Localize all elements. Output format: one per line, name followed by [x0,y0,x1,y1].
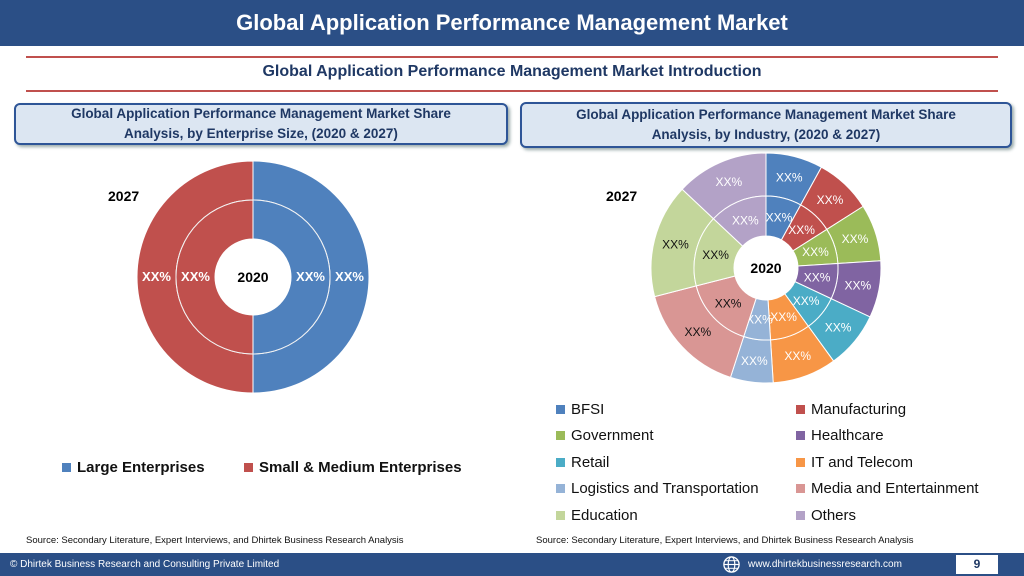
industry-legend-item-1: Manufacturing [796,401,906,418]
industry-outer-label-5: XX% [784,349,811,363]
industry-legend-swatch-9 [796,510,805,520]
industry-legend-item-5: IT and Telecom [796,454,913,471]
enterprise-size-heading-line2: Analysis, by Enterprise Size, (2020 & 20… [124,126,398,141]
divider-top [26,56,998,58]
industry-legend-item-3: Healthcare [796,427,884,444]
industry-legend-label-9: Others [811,506,857,524]
globe-icon [723,556,740,573]
industry-outer-label-0: XX% [776,170,803,184]
industry-outer-label-6: XX% [741,354,768,368]
industry-inner-slice-9 [712,195,767,247]
industry-outer-label-2: XX% [842,232,869,246]
enterprise-size-heading: Global Application Performance Managemen… [14,103,508,145]
industry-outer-label-7: XX% [684,325,711,339]
industry-legend-item-7: Media and Entertainment [796,480,979,497]
industry-outer-label-4: XX% [825,321,852,335]
industry-inner-label-5: XX% [770,310,797,324]
industry-legend-label-4: Retail [571,453,610,471]
industry-outer-label-1: XX% [817,193,844,207]
industry-legend-label-8: Education [571,506,638,524]
industry-inner-label-6: XX% [746,313,773,327]
industry-legend-item-0: BFSI [556,401,604,418]
right-outer-year: 2027 [606,188,638,204]
industry-inner-label-8: XX% [702,248,729,262]
industry-outer-label-8: XX% [662,238,689,252]
footer-copyright: © Dhirtek Business Research and Consulti… [10,559,280,570]
left-source-note: Source: Secondary Literature, Expert Int… [26,535,404,546]
industry-inner-label-4: XX% [793,294,820,308]
industry-center-year: 2020 [750,260,781,276]
industry-outer-label-9: XX% [716,175,743,189]
enterprise-size-heading-line1: Global Application Performance Managemen… [71,106,451,121]
industry-legend-swatch-3 [796,431,805,441]
industry-legend-swatch-4 [556,457,565,467]
industry-legend-label-1: Manufacturing [811,401,907,418]
industry-heading-line1: Global Application Performance Managemen… [576,107,956,122]
industry-outer-label-3: XX% [845,279,872,293]
industry-legend-swatch-0 [556,405,565,414]
enterprise-outer-label-0: XX% [335,269,364,284]
enterprise-inner-label-1: XX% [181,269,210,284]
industry-legend-item-2: Government [556,427,654,444]
enterprise-inner-label-0: XX% [296,269,325,284]
industry-inner-label-1: XX% [788,223,815,237]
industry-legend-item-9: Others [796,507,856,524]
industry-donut-chart: XX%XX%XX%XX%XX%XX%XX%XX%XX%XX%XX%XX%XX%X… [650,152,882,384]
page-number: 9 [956,555,998,574]
industry-legend-swatch-7 [796,484,805,494]
industry-legend-item-8: Education [556,507,638,524]
industry-legend-label-5: IT and Telecom [811,453,914,471]
industry-heading: Global Application Performance Managemen… [520,102,1012,148]
industry-inner-label-7: XX% [715,297,742,311]
industry-legend-swatch-5 [796,457,805,467]
enterprise-legend-swatch-1 [244,463,253,472]
enterprise-legend-label-1: Small & Medium Enterprises [259,459,462,476]
industry-legend-swatch-2 [556,431,565,441]
divider-bottom [26,90,998,92]
enterprise-center-year: 2020 [237,269,268,285]
left-outer-year: 2027 [108,188,140,204]
industry-heading-line2: Analysis, by Industry, (2020 & 2027) [651,127,881,142]
section-subtitle: Global Application Performance Managemen… [262,63,762,80]
enterprise-legend-item-1: Small & Medium Enterprises [244,459,462,476]
industry-legend-item-6: Logistics and Transportation [556,480,759,497]
footer-bar: © Dhirtek Business Research and Consulti… [0,553,1024,576]
industry-inner-label-3: XX% [804,271,831,285]
footer-website[interactable]: www.dhirtekbusinessresearch.com [748,559,902,570]
industry-inner-label-2: XX% [802,245,829,259]
industry-inner-label-0: XX% [766,211,793,225]
page-title: Global Application Performance Managemen… [236,10,788,35]
industry-legend-label-3: Healthcare [811,427,884,445]
industry-legend-label-0: BFSI [571,401,605,418]
industry-legend-swatch-6 [556,484,565,494]
industry-legend-swatch-8 [556,510,565,520]
enterprise-legend-swatch-0 [62,463,71,472]
enterprise-size-donut-chart: XX% XX% XX% XX% 2020 [136,160,370,394]
enterprise-legend-item-0: Large Enterprises [62,459,205,476]
enterprise-outer-label-1: XX% [142,269,171,284]
industry-legend-label-7: Media and Entertainment [811,480,979,498]
header-bar [0,0,1024,46]
industry-legend-label-6: Logistics and Transportation [571,480,759,498]
enterprise-legend-label-0: Large Enterprises [77,459,205,476]
industry-legend-swatch-1 [796,405,805,414]
industry-legend-label-2: Government [571,427,654,445]
right-source-note: Source: Secondary Literature, Expert Int… [536,535,914,546]
enterprise-ring-divider [175,199,331,355]
industry-inner-label-9: XX% [732,213,759,227]
industry-legend-item-4: Retail [556,454,609,471]
